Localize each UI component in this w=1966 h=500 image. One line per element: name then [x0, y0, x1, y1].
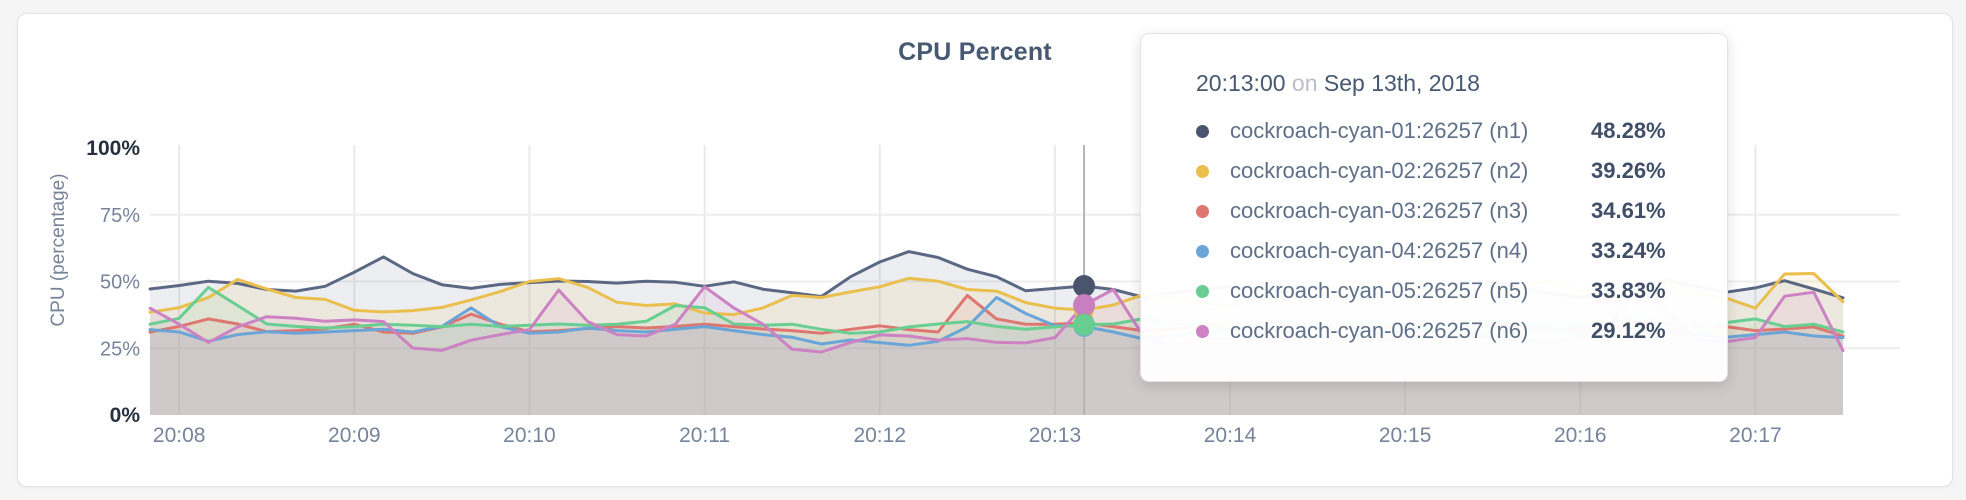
y-tick-label: 100%	[86, 137, 140, 160]
x-tick-label: 20:14	[1204, 424, 1257, 447]
series-dot-icon	[1196, 284, 1209, 298]
y-tick-label: 50%	[100, 272, 140, 294]
tooltip-time: 20:13:00	[1196, 70, 1286, 96]
series-name: cockroach-cyan-01:26257 (n1)	[1230, 118, 1529, 143]
series-name: cockroach-cyan-05:26257 (n5)	[1230, 278, 1529, 303]
series-dot-icon	[1196, 244, 1209, 258]
tooltip-row: cockroach-cyan-03:26257 (n3) 34.61%	[1196, 191, 1687, 231]
x-tick-label: 20:13	[1029, 424, 1082, 447]
tooltip-rows: cockroach-cyan-01:26257 (n1) 48.28% cockro…	[1196, 111, 1687, 351]
series-name: cockroach-cyan-02:26257 (n2)	[1230, 158, 1529, 183]
series-value: 29.12%	[1591, 318, 1666, 343]
series-value: 48.28%	[1591, 118, 1666, 143]
x-tick-label: 20:11	[679, 424, 730, 447]
tooltip-row: cockroach-cyan-06:26257 (n6) 29.12%	[1196, 311, 1687, 351]
series-name: cockroach-cyan-06:26257 (n6)	[1230, 318, 1529, 343]
tooltip-row: cockroach-cyan-02:26257 (n2) 39.26%	[1196, 151, 1687, 191]
series-fill-n3	[150, 295, 1843, 415]
series-fill-n6	[150, 286, 1843, 415]
x-tick-label: 20:09	[328, 424, 381, 447]
x-tick-label: 20:08	[153, 424, 206, 447]
x-tick-label: 20:12	[853, 424, 906, 447]
tooltip-row: cockroach-cyan-01:26257 (n1) 48.28%	[1196, 111, 1687, 151]
y-tick-label: 25%	[100, 338, 140, 360]
series-value: 39.26%	[1591, 158, 1666, 183]
hover-dot-n6	[1073, 293, 1096, 316]
series-value: 34.61%	[1591, 198, 1666, 223]
y-axis-label: CPU (percentage)	[48, 173, 69, 327]
hover-dot-n1	[1073, 275, 1096, 298]
series-fill-n4	[150, 297, 1843, 415]
tooltip-on-word: on	[1291, 70, 1318, 96]
x-tick-label: 20:16	[1554, 424, 1607, 447]
y-tick-label: 0%	[110, 404, 141, 427]
x-tick-label: 20:15	[1379, 424, 1432, 447]
series-value: 33.24%	[1591, 238, 1666, 263]
series-dot-icon	[1196, 124, 1209, 138]
tooltip-date: Sep 13th, 2018	[1323, 70, 1480, 96]
y-tick-label: 75%	[100, 205, 140, 227]
tooltip-row: cockroach-cyan-04:26257 (n4) 33.24%	[1196, 231, 1687, 271]
series-dot-icon	[1196, 164, 1209, 178]
series-name: cockroach-cyan-04:26257 (n4)	[1230, 238, 1529, 263]
x-tick-label: 20:17	[1729, 424, 1782, 447]
series-name: cockroach-cyan-03:26257 (n3)	[1230, 198, 1529, 223]
hover-dot-n5	[1073, 313, 1096, 336]
hover-tooltip: 20:13:00 on Sep 13th, 2018 cockroach-cya…	[1140, 33, 1728, 382]
tooltip-header: 20:13:00 on Sep 13th, 2018	[1196, 70, 1687, 97]
chart-title: CPU Percent	[898, 38, 1052, 66]
tooltip-row: cockroach-cyan-05:26257 (n5) 33.83%	[1196, 271, 1687, 311]
x-tick-label: 20:10	[503, 424, 556, 447]
series-value: 33.83%	[1591, 278, 1666, 303]
series-dot-icon	[1196, 324, 1209, 338]
series-fill-n5	[150, 287, 1843, 415]
series-dot-icon	[1196, 204, 1209, 218]
